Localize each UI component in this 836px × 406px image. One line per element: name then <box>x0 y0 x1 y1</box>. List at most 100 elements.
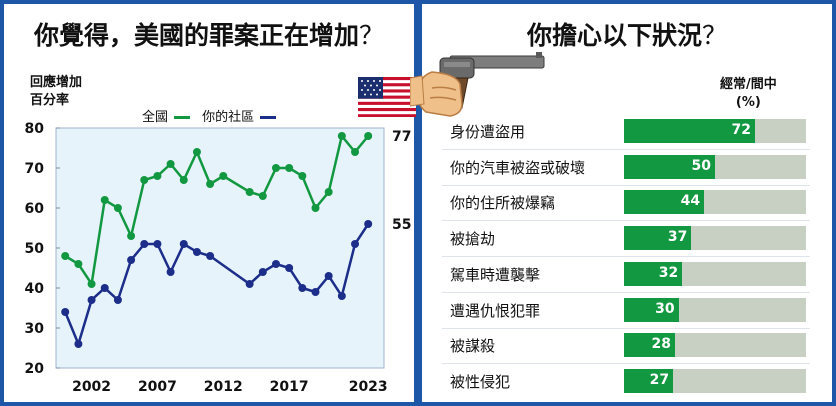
y-tick-label: 40 <box>25 281 45 297</box>
data-point <box>285 164 294 172</box>
right-panel: 你擔心以下狀況？ 經常/間中 (%) 身份遭盜用 72 你的汽車被盜或破壞 50 你的住… <box>422 4 832 402</box>
data-point <box>337 132 346 140</box>
bar-value-label: 27 <box>649 371 670 388</box>
bar-track: 72 <box>624 119 806 143</box>
legend-national-label: 全國 <box>142 110 169 125</box>
data-point <box>113 204 122 212</box>
data-point <box>166 268 175 276</box>
data-point <box>100 196 109 204</box>
legend-community-label: 你的社區 <box>202 110 255 125</box>
bar-track: 37 <box>624 226 806 251</box>
y-tick-label: 30 <box>25 321 45 337</box>
data-point <box>166 160 175 168</box>
bar: 37 <box>624 226 692 251</box>
bar-category-label: 遭遇仇恨犯罪 <box>450 301 541 320</box>
data-point <box>206 252 215 260</box>
bar: 44 <box>624 190 705 215</box>
row-divider <box>442 149 810 150</box>
series-line-1 <box>64 223 370 348</box>
bar-track: 44 <box>624 190 806 215</box>
data-point <box>271 260 280 268</box>
bar-value-label: 50 <box>691 157 711 174</box>
data-point <box>258 192 267 200</box>
left-panel: 你覺得，美國的罪案正在增加？ 回應增加 百分率 全國 你的社區 20 30 40 50… <box>4 4 416 402</box>
line-chart: 20 30 40 50 60 70 80 2002 2007 2012 2017 2023 77 55 <box>25 121 412 395</box>
y-tick-label: 80 <box>25 121 45 137</box>
data-point <box>87 296 96 304</box>
legend-community-swatch <box>260 116 277 119</box>
y-tick-label: 20 <box>25 361 45 377</box>
data-point <box>258 268 267 276</box>
data-point <box>179 240 188 248</box>
bar-track: 32 <box>624 261 806 286</box>
data-point <box>337 292 346 300</box>
bar-track: 28 <box>624 333 806 358</box>
data-point <box>127 256 136 264</box>
x-tick-label: 2007 <box>138 379 177 395</box>
bar-value-label: 44 <box>680 193 701 210</box>
data-point <box>351 148 360 156</box>
revolver-hand-icon <box>409 48 550 120</box>
x-tick-label: 2017 <box>270 379 309 395</box>
bar: 28 <box>624 333 675 358</box>
row-divider <box>442 327 810 329</box>
bar: 50 <box>624 154 715 179</box>
y-tick-label: 70 <box>25 161 45 177</box>
chart-legend: 全國 你的社區 <box>142 106 284 125</box>
plot-area <box>55 127 385 369</box>
legend-national-swatch <box>174 116 191 119</box>
chart-title-left: 你覺得，美國的罪案正在增加？ <box>34 21 385 50</box>
x-tick-label: 2002 <box>72 379 111 395</box>
bar: 32 <box>624 261 683 286</box>
data-point <box>100 284 109 292</box>
bar-value-label: 37 <box>667 229 688 246</box>
row-divider <box>442 220 810 222</box>
data-point <box>179 176 188 184</box>
bar-value-label: 72 <box>731 122 752 138</box>
chart-title-right: 你擔心以下狀況？ <box>526 21 728 50</box>
data-point <box>113 296 122 304</box>
bar: 30 <box>624 297 679 322</box>
data-point <box>324 272 333 280</box>
bar-track: 30 <box>624 297 806 322</box>
data-point <box>87 280 96 288</box>
data-point <box>364 220 373 228</box>
data-point <box>298 172 307 180</box>
data-point <box>74 260 83 268</box>
data-point <box>311 288 320 296</box>
bar: 72 <box>624 119 756 143</box>
bar-track: 50 <box>624 154 806 179</box>
data-point <box>285 264 294 272</box>
y-tick-label: 60 <box>25 201 45 217</box>
row-divider <box>442 291 810 293</box>
bar-value-label: 30 <box>655 300 675 317</box>
data-point <box>271 164 280 172</box>
data-point <box>61 252 70 260</box>
x-tick-label: 2023 <box>349 379 388 395</box>
bar-category-label: 被性侵犯 <box>450 372 511 391</box>
data-point <box>153 240 162 248</box>
y-tick-label: 50 <box>25 241 45 257</box>
data-point <box>153 172 162 180</box>
bar-category-label: 你的住所被爆竊 <box>450 194 556 213</box>
x-tick-label: 2012 <box>204 379 243 395</box>
data-point <box>127 232 136 240</box>
bar-category-label: 被搶劫 <box>450 230 496 249</box>
data-point <box>61 308 70 316</box>
data-point <box>311 204 320 212</box>
bar-category-label: 被謀殺 <box>450 337 496 356</box>
data-point <box>74 340 83 348</box>
bar: 27 <box>624 368 674 393</box>
y-axis-label: 回應增加 百分率 <box>30 75 83 108</box>
data-point <box>140 176 149 184</box>
row-divider <box>442 184 810 186</box>
series-end-label: 77 <box>392 129 411 145</box>
data-point <box>245 188 254 196</box>
data-point <box>364 132 373 140</box>
row-divider <box>442 363 810 365</box>
value-column-header: 經常/間中 (%) <box>720 77 777 110</box>
bar-category-label: 身份遭盜用 <box>450 123 526 141</box>
data-point <box>140 240 149 248</box>
bar-category-label: 你的汽車被盜或破壞 <box>450 158 586 177</box>
data-point <box>324 188 333 196</box>
